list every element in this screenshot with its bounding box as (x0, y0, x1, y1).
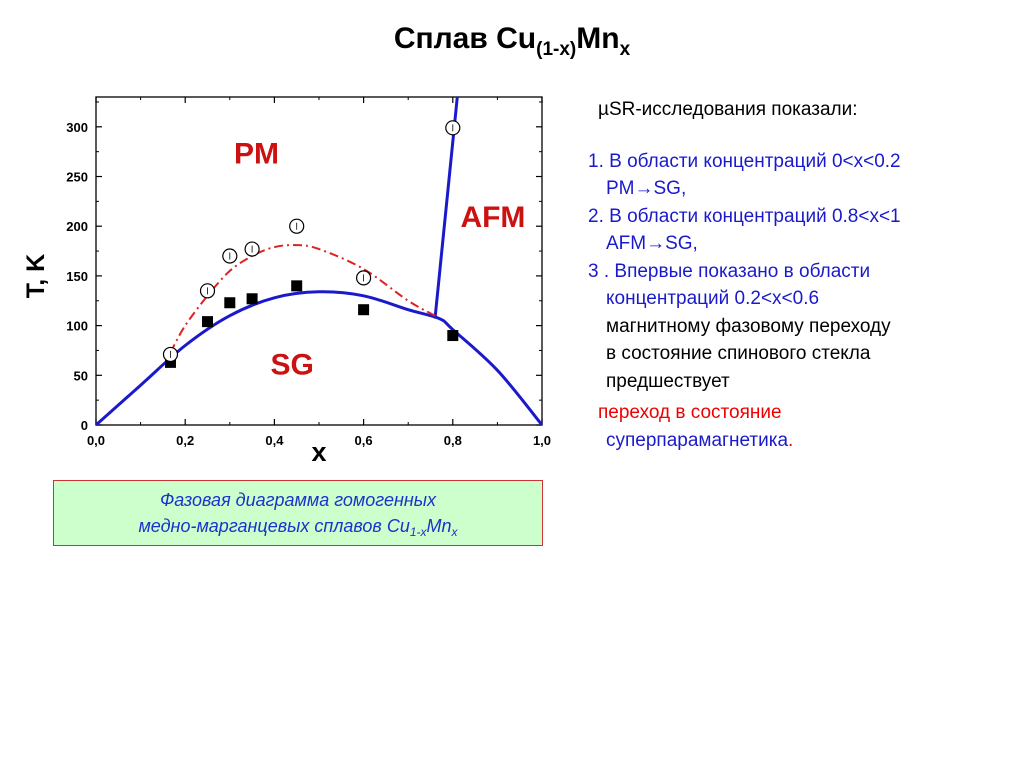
x-axis-label: x (311, 437, 326, 467)
region-label-sg: SG (271, 348, 314, 381)
y-tick-label: 50 (74, 368, 88, 383)
chart-layer: 0,0 0,2 0,4 0,6 0,8 1,0 0 50 100 150 200 250 300 PM AF… (66, 96, 551, 448)
y-tick-label: 200 (66, 219, 88, 234)
title-tail: Mn (576, 22, 620, 55)
note-item-3-line-2: концентраций 0.2<x<0.6 (606, 288, 820, 309)
note-item-3-line-4: в состояние спинового стекла (606, 343, 871, 364)
note-item-1-line-1: 1. В области концентраций 0<x<0.2 (588, 150, 901, 172)
caption-line-2-tail: Mn (426, 516, 452, 536)
research-notes: µSR-исследования показали: 1. В области … (588, 96, 998, 454)
note-item-3-line-7: суперпарамагнетика. (588, 427, 998, 455)
caption-line-1: Фазовая диаграмма гомогенных (159, 490, 437, 510)
title-sub: (1-x) (536, 39, 577, 60)
title-tail-sub: x (619, 39, 631, 60)
y-tick-label: 0 (81, 418, 88, 433)
note-item-3-line-1: 3 . Впервые показано в области (588, 260, 871, 282)
note-item-3-line-6: переход в состояние (598, 402, 782, 423)
region-label-pm: PM (234, 138, 279, 171)
x-tick-label: 1,0 (533, 433, 551, 448)
pm-boundary-dashed-line (169, 244, 436, 353)
caption-box: Фазовая диаграмма гомогенных медно-марга… (53, 480, 543, 546)
sg-data-square (447, 330, 459, 342)
notes-heading: µSR-исследования показали: (598, 99, 858, 120)
sg-data-square (246, 293, 258, 305)
note-item-1-line-2: PM→SG, (606, 178, 687, 199)
note-item-2-line-2: AFM→SG, (606, 233, 698, 254)
sg-data-square (224, 297, 236, 309)
sg-data-square (291, 280, 303, 292)
x-tick-label: 0,2 (176, 433, 194, 448)
sg-data-square (358, 304, 370, 316)
x-tick-label: 0,4 (265, 433, 284, 448)
caption-line-2: медно-марганцевых сплавов Cu1-xMnx (54, 513, 542, 545)
caption-line-2-tail-sub: x (451, 525, 458, 539)
y-tick-label: 150 (66, 269, 88, 284)
note-item-1: 1. В области концентраций 0<x<0.2 PM→SG, (588, 148, 998, 203)
note-item-3-line-5: предшествует (606, 370, 730, 392)
caption-line-2-sub: 1-x (409, 525, 427, 539)
y-axis-label: T, K (22, 254, 50, 298)
sg-data-square (164, 356, 176, 368)
title-main: Сплав Cu (393, 22, 537, 55)
caption-line-2-main: медно-марганцевых сплавов Cu (138, 516, 410, 536)
note-item-3: 3 . Впервые показано в области концентра… (588, 258, 998, 455)
x-tick-label: 0,6 (355, 433, 373, 448)
sg-boundary-line (95, 290, 544, 427)
phase-diagram-chart: 0,0 0,2 0,4 0,6 0,8 1,0 0 50 100 150 200 250 300 PM AF… (22, 96, 551, 467)
y-tick-label: 250 (66, 170, 88, 185)
note-item-3-line-7-end: . (788, 429, 794, 451)
note-item-3-line-7-text: суперпарамагнетика (606, 429, 789, 451)
x-tick-label: 0,0 (87, 433, 105, 448)
x-tick-label: 0,8 (444, 433, 462, 448)
y-tick-label: 300 (66, 120, 88, 135)
sg-data-square (202, 316, 213, 328)
note-item-3-line-3: магнитному фазовому переходу (606, 315, 891, 337)
region-label-afm: AFM (460, 201, 525, 234)
plot-frame (95, 96, 543, 426)
y-tick-label: 100 (66, 319, 88, 334)
slide-title: Сплав Cu(1-x)Mnx (0, 22, 1024, 61)
note-item-2-line-1: 2. В области концентраций 0.8<x<1 (588, 205, 901, 227)
note-item-2: 2. В области концентраций 0.8<x<1 AFM→SG… (588, 203, 998, 258)
